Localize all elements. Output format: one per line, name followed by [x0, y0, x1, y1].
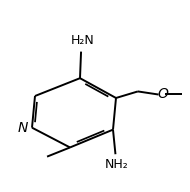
Text: O: O [157, 87, 168, 101]
Text: N: N [18, 121, 28, 135]
Text: H₂N: H₂N [71, 34, 95, 47]
Text: NH₂: NH₂ [105, 158, 128, 171]
